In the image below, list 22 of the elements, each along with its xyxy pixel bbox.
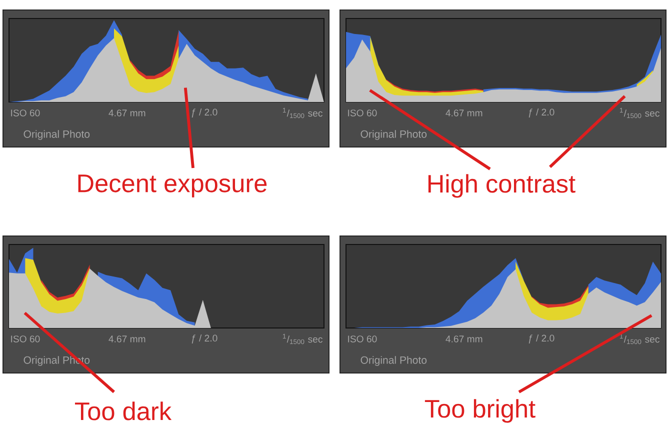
text: $^{1}$/$_{1500}$ sec [282,334,322,344]
text: ISO 60 [11,110,40,116]
text: ƒ / 2.0 [528,334,554,344]
text: ISO 60 [348,110,377,116]
text: 4.67 mm [446,110,482,116]
text: Too bright [424,399,536,423]
text: Too dark [74,402,172,420]
text: $^{1}$/$_{1500}$ sec [620,108,660,118]
text: 4.67 mm [108,336,146,342]
text: High contrast [428,174,576,198]
text: 4.67 mm [108,110,146,116]
text: Decent exposure [78,174,267,198]
text: ƒ / 2.0 [192,108,218,118]
text: Original Photo [360,130,427,140]
text: ISO 60 [348,336,377,342]
text: ƒ / 2.0 [528,108,554,118]
text: ISO 60 [11,336,40,342]
text: 4.67 mm [446,336,482,342]
text: Original Photo [24,130,90,140]
text: Original Photo [360,356,427,366]
text: $^{1}$/$_{1500}$ sec [282,108,322,118]
text: ƒ / 2.0 [192,334,218,344]
